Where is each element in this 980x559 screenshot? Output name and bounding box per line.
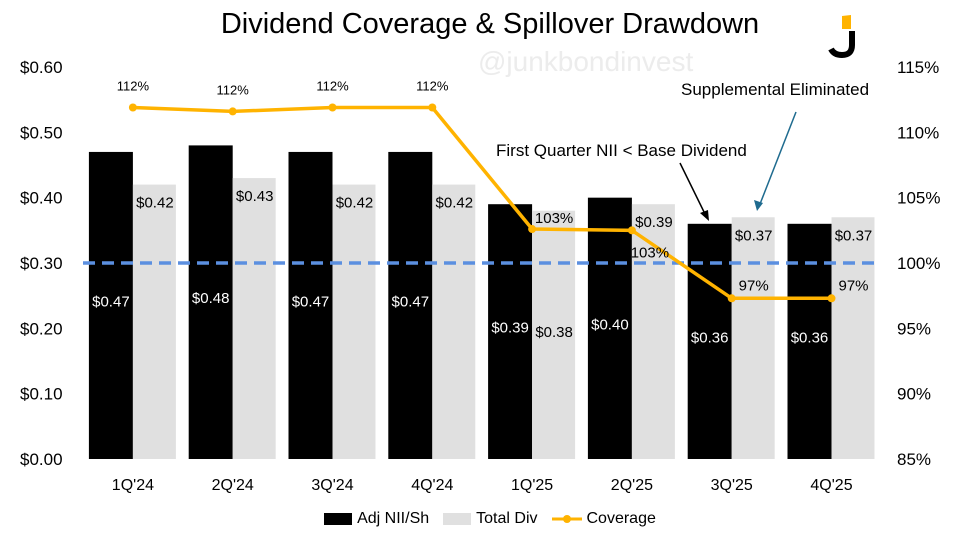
right-tick-label: 115% [897, 58, 939, 77]
x-tick-label: 3Q'25 [711, 477, 753, 494]
data-label-coverage: 112% [117, 79, 150, 94]
data-label-adj-nii: $0.40 [591, 316, 629, 333]
data-label-total-div: $0.39 [635, 214, 673, 231]
x-tick-label: 4Q'24 [411, 477, 453, 494]
left-tick-label: $0.40 [20, 189, 63, 208]
data-label-total-div: $0.37 [835, 227, 873, 244]
right-tick-label: 85% [897, 450, 931, 469]
legend-label: Total Div [476, 510, 538, 527]
bar-total-div [332, 184, 376, 459]
coverage-point [528, 225, 537, 234]
bar-adj-nii [188, 145, 233, 459]
coverage-point [727, 294, 736, 303]
bar-adj-nii [288, 151, 333, 459]
legend-label: Coverage [586, 510, 656, 527]
bar-adj-nii [587, 197, 632, 459]
data-label-adj-nii: $0.47 [292, 293, 330, 310]
data-label-adj-nii: $0.47 [392, 293, 430, 310]
data-label-coverage: 97% [838, 277, 868, 294]
x-tick-label: 4Q'25 [810, 477, 852, 494]
data-label-adj-nii: $0.48 [192, 290, 230, 307]
data-label-total-div: $0.38 [535, 324, 573, 341]
annotation-first-quarter: First Quarter NII < Base Dividend [496, 141, 747, 160]
logo-icon [828, 15, 855, 59]
data-label-total-div: $0.42 [336, 195, 374, 212]
legend-item-total-div: Total Div [443, 510, 538, 528]
x-tick-label: 2Q'25 [611, 477, 653, 494]
left-tick-label: $0.20 [20, 319, 63, 338]
right-tick-label: 105% [897, 189, 940, 208]
coverage-point [627, 226, 636, 235]
legend-label: Adj NII/Sh [357, 510, 430, 527]
left-tick-label: $0.10 [20, 385, 63, 404]
data-label-adj-nii: $0.36 [791, 329, 829, 346]
coverage-point [128, 103, 137, 112]
data-label-total-div: $0.43 [236, 188, 274, 205]
bar-total-div [432, 184, 476, 459]
x-tick-label: 3Q'24 [311, 477, 353, 494]
x-tick-label: 1Q'25 [511, 477, 553, 494]
left-tick-label: $0.60 [20, 58, 63, 77]
annotation-arrow [679, 162, 707, 217]
right-tick-label: 110% [897, 123, 939, 142]
bar-total-div [232, 178, 276, 460]
annotation-supplemental: Supplemental Eliminated [681, 80, 869, 99]
chart-title: Dividend Coverage & Spillover Drawdown [220, 8, 760, 40]
left-tick-label: $0.00 [20, 450, 63, 469]
left-tick-label: $0.50 [20, 123, 63, 142]
watermark: @junkbondinvest [478, 46, 694, 77]
right-tick-label: 95% [897, 319, 931, 338]
coverage-line [132, 105, 832, 301]
x-tick-label: 2Q'24 [212, 477, 254, 494]
arrowhead-icon [700, 210, 709, 221]
legend-item-coverage: Coverage [551, 510, 656, 528]
bar-adj-nii [388, 151, 433, 459]
arrowhead-icon [754, 200, 763, 211]
data-label-coverage: 103% [631, 244, 669, 261]
legend: Adj NII/Sh Total Div Coverage [0, 510, 980, 528]
bar-total-div [731, 217, 775, 459]
bar-total-div [631, 204, 675, 459]
bar-adj-nii [488, 204, 533, 459]
data-label-coverage: 103% [535, 210, 573, 227]
data-label-total-div: $0.37 [735, 227, 773, 244]
left-tick-label: $0.30 [20, 254, 63, 273]
right-tick-label: 100% [897, 254, 940, 273]
data-label-coverage: 112% [316, 79, 349, 94]
data-label-total-div: $0.42 [436, 195, 474, 212]
coverage-point [827, 294, 836, 303]
coverage-point [228, 107, 237, 116]
data-label-coverage: 112% [217, 82, 250, 97]
bar-total-div [831, 217, 875, 459]
data-label-adj-nii: $0.47 [92, 293, 130, 310]
bar-total-div [532, 210, 576, 459]
right-tick-label: 90% [897, 385, 931, 404]
coverage-point [328, 103, 337, 112]
data-label-adj-nii: $0.36 [691, 329, 729, 346]
annotation-arrow [759, 111, 797, 205]
coverage-point [428, 103, 437, 112]
bar-total-div [132, 184, 176, 459]
data-label-total-div: $0.42 [136, 195, 174, 212]
data-label-adj-nii: $0.39 [491, 320, 529, 337]
bar-adj-nii [88, 151, 133, 459]
x-tick-label: 1Q'24 [112, 477, 154, 494]
data-label-coverage: 112% [416, 79, 449, 94]
data-label-coverage: 97% [739, 277, 769, 294]
legend-item-adj-nii: Adj NII/Sh [324, 510, 429, 528]
